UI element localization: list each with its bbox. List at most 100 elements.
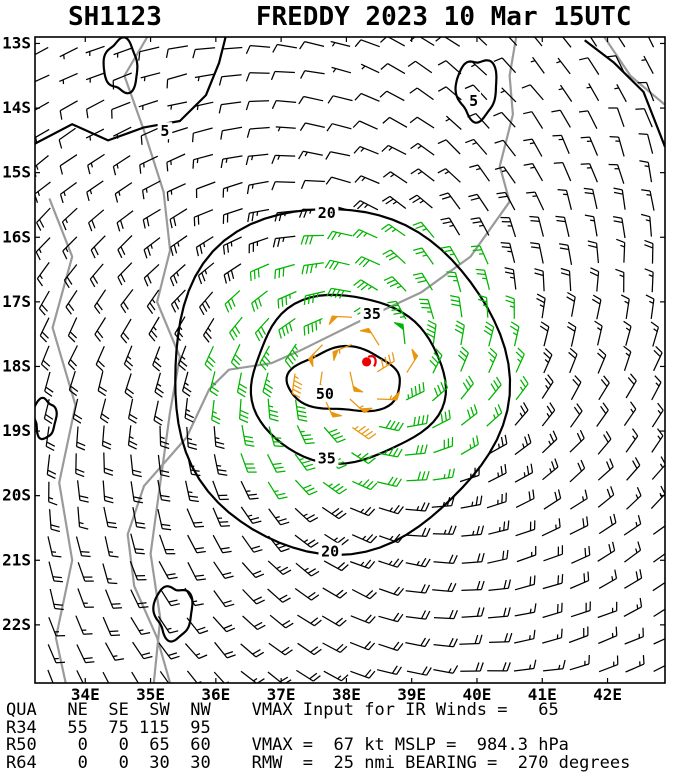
wind-barb	[530, 56, 545, 74]
wind-barb	[470, 217, 490, 236]
wind-barb	[409, 116, 435, 129]
wind-barb	[131, 671, 139, 683]
wind-barb	[551, 109, 571, 128]
wind-barb	[36, 262, 50, 287]
wind-barb	[271, 181, 296, 191]
wind-barb	[598, 655, 619, 673]
wind-barb	[266, 454, 286, 473]
table-line-4: R64 0 0 30 30 RMW = 25 nmi BEARING = 270…	[6, 752, 631, 772]
wind-barb	[212, 507, 230, 527]
wind-barb	[174, 316, 186, 342]
wind-barb	[597, 601, 618, 619]
wind-barb	[377, 352, 395, 373]
wind-barb	[169, 208, 188, 229]
wind-barb	[241, 535, 263, 553]
wind-barb	[652, 577, 665, 592]
wind-barb	[35, 74, 50, 83]
wind-barb	[332, 344, 352, 361]
wind-barb	[569, 516, 589, 535]
contour-label-box	[315, 204, 339, 222]
contour-label-box	[318, 542, 342, 560]
contour-label: 5	[160, 122, 169, 140]
wind-barb	[378, 419, 404, 432]
contour-label-box	[313, 385, 337, 403]
wind-barb	[433, 665, 459, 674]
wind-barb	[487, 549, 509, 564]
wind-barb	[405, 637, 431, 648]
wind-barb	[350, 614, 376, 624]
wind-barb	[222, 236, 242, 255]
wind-barb	[236, 372, 248, 398]
wind-barb	[493, 57, 517, 74]
contour-label: 5	[469, 92, 478, 110]
wind-barb	[298, 95, 324, 105]
wind-barb	[597, 348, 607, 374]
wind-barb	[199, 291, 214, 316]
wind-barb	[47, 536, 62, 558]
wind-barb	[159, 588, 180, 607]
wind-barb	[95, 346, 105, 372]
wind-barb	[222, 208, 243, 224]
wind-barb	[76, 644, 95, 664]
isotach-contour-open	[584, 39, 665, 148]
wind-barb	[240, 480, 259, 500]
contour-label: 35	[363, 305, 381, 323]
wind-barb	[157, 454, 170, 478]
wind-barb	[158, 561, 178, 580]
wind-barb	[379, 533, 405, 544]
wind-barb	[349, 398, 373, 414]
wind-barb	[167, 101, 188, 110]
wind-barbs-layer	[35, 37, 665, 683]
wind-barb	[187, 534, 206, 554]
wind-barb	[468, 193, 489, 212]
wind-barb	[88, 209, 105, 232]
wind-barb	[61, 207, 78, 231]
wind-barb	[274, 263, 295, 279]
wind-barb	[146, 289, 160, 314]
wind-barb	[139, 155, 159, 174]
wind-barb	[246, 180, 269, 195]
wind-barb	[130, 481, 144, 504]
wind-barb	[117, 262, 133, 286]
wind-barb	[169, 264, 186, 287]
wind-barb	[426, 319, 437, 345]
wind-barb	[294, 507, 319, 523]
wind-barb	[112, 72, 132, 90]
wind-barb	[278, 317, 296, 339]
wind-barb	[127, 398, 138, 424]
wind-barb	[323, 426, 346, 443]
wind-barb	[323, 560, 349, 572]
wind-barb	[76, 670, 84, 683]
wind-barb	[460, 495, 483, 509]
wind-barb	[212, 534, 232, 554]
wind-barb	[440, 217, 461, 236]
wind-barb	[116, 210, 134, 232]
wind-barb	[433, 554, 458, 565]
wind-barb	[539, 321, 550, 347]
wind-barb	[186, 454, 201, 477]
wind-barb	[85, 128, 105, 141]
wind-barb	[569, 654, 590, 671]
wind-barb	[249, 263, 270, 281]
wind-barb	[640, 213, 653, 237]
wind-barb	[213, 426, 225, 450]
wind-barb	[186, 508, 205, 528]
wind-barb	[246, 126, 270, 138]
lon-label: 35E	[136, 685, 165, 704]
wind-barb	[75, 615, 93, 635]
wind-barb	[650, 321, 660, 347]
wind-barb	[494, 139, 516, 157]
wind-barb	[268, 508, 290, 526]
wind-barb	[349, 371, 364, 393]
wind-barb	[625, 655, 645, 673]
lon-label: 41E	[528, 685, 557, 704]
wind-barb	[330, 40, 351, 48]
wind-barb	[561, 37, 572, 48]
wind-barb	[321, 615, 347, 627]
wind-barb	[85, 45, 105, 56]
wind-barb	[267, 588, 291, 603]
wind-barb	[127, 425, 138, 450]
wind-barb	[67, 345, 78, 371]
wind-barb	[242, 589, 265, 605]
wind-barb	[303, 318, 323, 336]
